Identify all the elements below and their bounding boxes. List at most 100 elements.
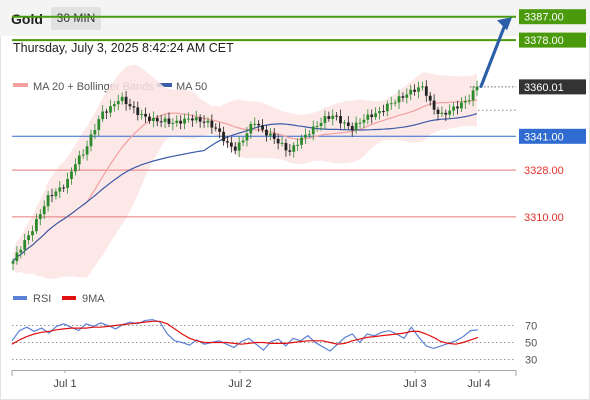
candle-body [175,120,179,123]
candle-body [97,119,101,131]
candle-body [210,120,214,128]
candle-body [11,261,15,264]
legend-label-rsi: RSI [33,293,51,305]
candle-body [319,122,323,127]
candle-body [73,164,77,172]
candle-body [358,122,362,124]
candle-body [265,129,268,136]
candle-body [62,187,66,189]
candle-body [432,100,436,110]
candle-body [148,116,151,122]
candle-body [327,116,331,119]
candle-body [233,146,237,151]
candle-body [296,144,300,146]
candle-body [15,252,19,262]
candle-body [421,86,424,88]
x-label-1: Jul 2 [228,378,251,390]
candle-body [339,116,342,124]
level-label-4: 3328.00 [524,165,564,177]
candle-body [167,118,171,124]
candle-body [397,96,401,103]
candle-body [436,109,440,114]
candle-body [467,100,471,102]
candle-body [284,142,288,151]
candle-body [136,107,140,116]
candle-body [456,106,459,109]
ma50-line [12,113,478,262]
candle-body [128,104,132,107]
candle-body [428,95,432,101]
candle-body [23,240,27,250]
current-price-label: 3360.01 [524,82,564,94]
candle-body [198,117,202,122]
legend-swatch-rsi [13,296,27,300]
legend-swatch-ma50 [157,83,172,87]
candle-body [249,124,253,134]
rsi-tick-70: 70 [525,321,537,333]
candle-body [85,146,89,155]
rsi-tick-50: 50 [525,338,537,350]
candle-body [374,113,378,118]
candle-body [452,106,456,111]
candle-body [300,137,303,145]
candle-body [307,134,311,136]
candle-body [311,126,315,135]
candle-body [346,122,350,127]
candle-body [475,86,479,91]
candle-body [272,133,276,139]
candle-body [268,133,272,136]
candle-body [187,118,190,120]
candle-body [93,130,97,135]
top-bar: Gold 30 MIN [0,0,590,36]
candle-body [417,87,420,92]
timeframe-button[interactable]: 30 MIN [51,7,101,30]
candle-body [460,102,463,109]
candle-body [66,179,69,188]
candle-body [77,155,81,165]
candle-body [140,113,144,116]
candle-body [144,113,147,117]
candle-body [214,127,218,129]
candle-body [323,116,327,123]
candle-body [112,104,116,107]
candle-body [350,126,354,131]
candle-body [405,94,409,98]
candle-body [38,214,42,219]
candles [11,80,479,271]
candle-body [292,145,296,152]
candle-body [378,111,381,114]
candle-body [253,123,257,125]
x-label-0: Jul 1 [53,378,76,390]
candle-body [116,100,120,105]
candle-body [440,112,444,114]
resistance-box-0 [519,9,586,25]
candle-body [276,138,280,144]
candle-body [54,191,58,197]
candle-body [335,115,339,117]
candle-body [105,111,108,113]
candle-body [206,120,210,123]
candle-body [31,231,34,236]
candle-body [229,142,233,147]
candle-body [194,117,198,121]
level-label-5: 3310.00 [524,212,564,224]
candle-body [241,140,245,143]
candle-body [354,122,358,131]
ma20-line [12,99,478,262]
rsi-ma-line [11,320,479,345]
candle-body [218,128,222,132]
resistance-box-1 [519,32,586,48]
forecast-arrowhead [497,17,512,31]
candle-body [444,112,448,115]
candle-body [343,122,346,124]
candle-body [257,123,261,126]
candle-body [389,103,393,105]
candle-body [409,89,413,95]
candle-body [471,90,475,101]
candle-body [385,103,389,112]
candle-body [280,142,284,144]
candle-body [370,114,374,118]
candle-body [151,117,155,122]
candle-body [245,133,249,141]
